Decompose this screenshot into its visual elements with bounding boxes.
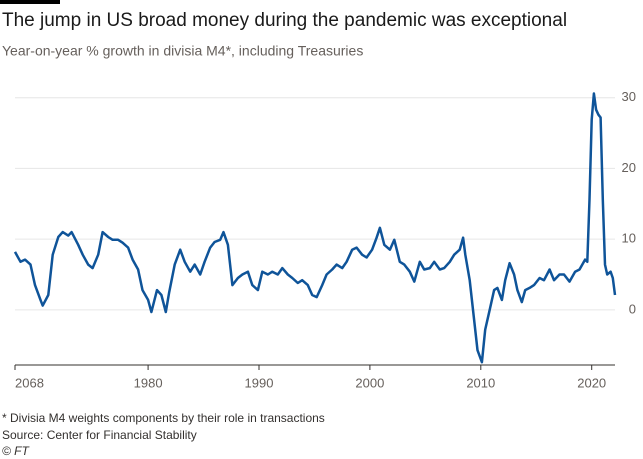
footnote: * Divisia M4 weights components by their…	[2, 411, 325, 425]
chart-title: The jump in US broad money during the pa…	[2, 10, 567, 31]
credit: © FT	[2, 444, 31, 458]
brand-bar	[0, 0, 60, 4]
x-tick-label: 2000	[355, 375, 384, 390]
source: Source: Center for Financial Stability	[2, 428, 197, 442]
y-tick-label: 20	[622, 160, 636, 175]
x-tick-label: 1990	[245, 375, 274, 390]
data-line	[13, 92, 617, 364]
x-tick-label: 2068	[15, 375, 44, 390]
chart-subtitle: Year-on-year % growth in divisia M4*, in…	[2, 43, 363, 59]
x-tick-label: 2020	[577, 375, 606, 390]
y-tick-label: 0	[629, 301, 636, 316]
y-tick-label: 10	[622, 231, 636, 246]
x-tick-label: 1980	[134, 375, 163, 390]
x-tick-label: 2010	[466, 375, 495, 390]
y-tick-label: 30	[622, 89, 636, 104]
